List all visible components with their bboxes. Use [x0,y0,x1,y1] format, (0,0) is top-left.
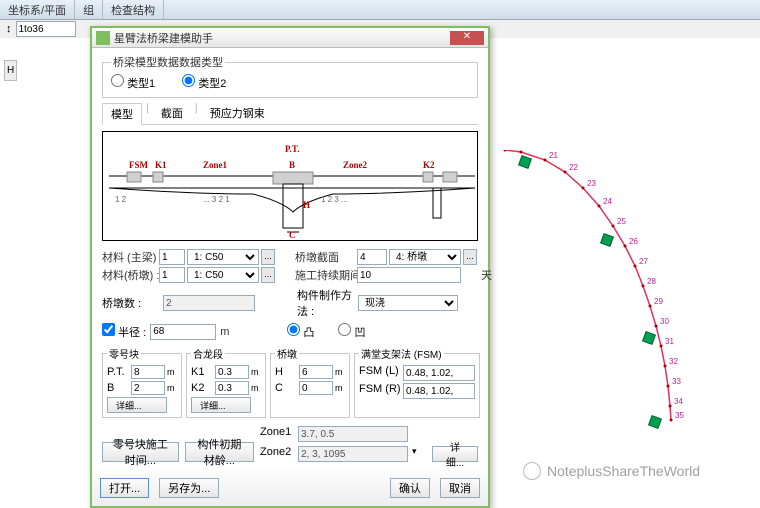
svg-text:21: 21 [549,151,558,160]
selection-input[interactable] [16,21,76,37]
radio-type2[interactable]: 类型2 [182,78,226,90]
model-curve-viewport: 1920212223242526272829303132333435 [495,150,745,450]
make-method-select[interactable]: 现浇 [358,295,458,311]
label: 施工持续期间 : [295,267,355,283]
k1-input[interactable] [215,365,249,379]
unit-m: m [220,326,229,338]
c-input[interactable] [299,381,333,395]
zone2-input [298,446,408,462]
k2-input[interactable] [215,381,249,395]
zero-detail-button[interactable]: 详细... [107,397,167,413]
open-button[interactable]: 打开... [100,478,149,498]
radius-input[interactable] [150,324,216,340]
svg-text:34: 34 [674,397,683,406]
toolstrip-icon: ↕ [6,23,12,35]
closure-detail-button[interactable]: 详细... [191,397,251,413]
svg-text:28: 28 [647,277,656,286]
tree-tab[interactable]: H [4,60,17,81]
h-input[interactable] [299,365,333,379]
material-main-num[interactable] [159,249,185,265]
wechat-icon [523,462,541,480]
label: 桥墩截面 [295,249,355,265]
svg-text:K1: K1 [155,160,167,170]
ribbon-tab[interactable]: 坐标系/平面 [0,0,75,19]
tab-bar: 模型 | 截面 | 预应力钢束 [102,102,478,125]
label: 构件制作方法 : [297,287,352,319]
svg-text:23: 23 [587,179,596,188]
duration-input[interactable] [357,267,461,283]
svg-text:35: 35 [675,411,684,420]
svg-text:26: 26 [629,237,638,246]
bridge-diagram: FSM K1 Zone1 P.T. B Zone2 K2 H C 1 2 ...… [102,131,478,241]
b-input[interactable] [131,381,165,395]
ribbon-tab[interactable]: 检查结构 [103,0,164,19]
radio-convex[interactable]: 凸 [287,323,314,340]
svg-text:1 2: 1 2 [115,195,127,204]
app-icon [96,31,110,45]
svg-text:Zone2: Zone2 [343,160,368,170]
svg-text:25: 25 [617,217,626,226]
dialog-footer: 打开... 另存为... 确认 取消 [92,470,488,506]
cancel-button[interactable]: 取消 [440,478,480,498]
pier-section-more[interactable]: ... [463,249,477,265]
watermark: NoteplusShareTheWorld [523,462,700,480]
svg-text:B: B [289,160,295,170]
fsm-group: 满堂支架法 (FSM) FSM (L) FSM (R) [354,346,480,418]
closure-group: 合龙段 K1m K2m 详细... [186,346,266,418]
radio-concave[interactable]: 凹 [338,323,365,340]
svg-text:P.T.: P.T. [285,144,300,154]
titlebar: 星臂法桥梁建模助手 ✕ [92,28,488,48]
tab-prestress[interactable]: 预应力钢束 [202,103,273,125]
svg-text:27: 27 [639,257,648,266]
fsm-r-input[interactable] [403,383,475,399]
svg-text:32: 32 [669,357,678,366]
svg-text:... 3 2 1: ... 3 2 1 [203,195,230,204]
zero-time-button[interactable]: 零号块施工时间... [102,442,179,462]
close-button[interactable]: ✕ [450,31,484,45]
material-pier-select[interactable]: 1: C50 [187,267,259,283]
pier-count-input [163,295,255,311]
pier-group: 桥墩 Hm Cm [270,346,350,418]
ribbon-bar: 坐标系/平面 组 检查结构 [0,0,760,20]
svg-text:FSM: FSM [129,160,149,170]
label: 材料(桥墩) : [102,267,157,283]
svg-text:1 2 3 ...: 1 2 3 ... [321,195,348,204]
pier-section-num[interactable] [357,249,387,265]
zone1-input [298,426,408,442]
svg-text:29: 29 [654,297,663,306]
pt-input[interactable] [131,365,165,379]
svg-text:K2: K2 [423,160,435,170]
pier-section-select[interactable]: 4: 桥墩 [389,249,461,265]
material-main-select[interactable]: 1: C50 [187,249,259,265]
fsm-l-input[interactable] [403,365,475,381]
radius-checkbox[interactable]: 半径 : [102,323,146,340]
zero-block-group: 零号块 P.T.m Bm 详细... [102,346,182,418]
saveas-button[interactable]: 另存为... [159,478,219,498]
svg-text:22: 22 [569,163,578,172]
svg-text:24: 24 [603,197,612,206]
data-type-group: 桥梁模型数据数据类型 类型1 类型2 [102,54,478,98]
material-main-more[interactable]: ... [261,249,275,265]
label: 桥墩数 : [102,295,157,311]
dialog-title: 星臂法桥梁建模助手 [114,30,450,46]
svg-text:30: 30 [660,317,669,326]
svg-text:20: 20 [525,150,534,152]
svg-text:33: 33 [672,377,681,386]
svg-text:C: C [289,230,296,240]
svg-text:31: 31 [665,337,674,346]
zone-detail-button[interactable]: 详细... [432,446,478,462]
radio-type1[interactable]: 类型1 [111,78,155,90]
tab-section[interactable]: 截面 [153,103,191,125]
svg-text:H: H [303,200,310,210]
group-legend: 桥梁模型数据数据类型 [111,54,225,70]
svg-text:Zone1: Zone1 [203,160,228,170]
init-material-button[interactable]: 构件初期材龄... [185,442,254,462]
label: 材料 (主梁) : [102,249,157,265]
material-pier-more[interactable]: ... [261,267,275,283]
modeling-assistant-dialog: 星臂法桥梁建模助手 ✕ 桥梁模型数据数据类型 类型1 类型2 模型 | 截面 |… [90,26,490,508]
tab-model[interactable]: 模型 [102,103,142,125]
material-pier-num[interactable] [159,267,185,283]
ok-button[interactable]: 确认 [390,478,430,498]
ribbon-tab[interactable]: 组 [75,0,103,19]
